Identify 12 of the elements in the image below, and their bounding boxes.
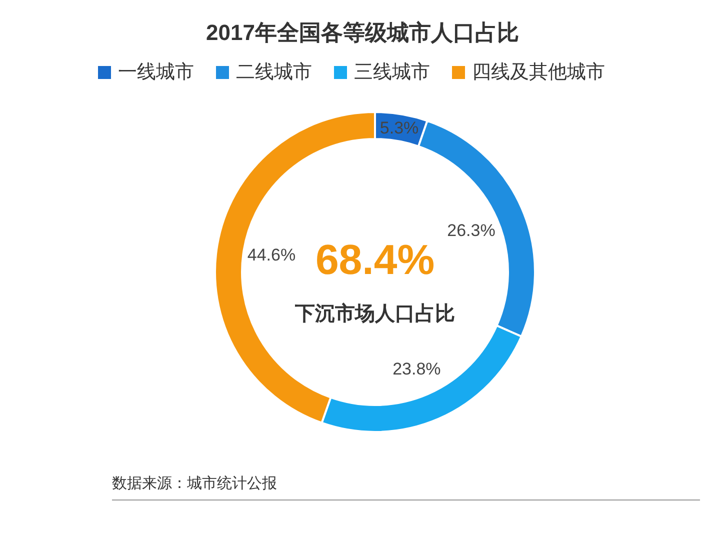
data-label: 5.3%	[380, 118, 419, 138]
legend-label: 一线城市	[118, 61, 194, 83]
data-label: 23.8%	[392, 359, 441, 378]
chart-title: 2017年全国各等级城市人口占比	[206, 20, 519, 45]
data-label: 26.3%	[447, 220, 496, 240]
text: 68.4%	[315, 236, 435, 283]
text: 下沉市场人口占比	[294, 302, 455, 325]
source-note: 数据来源：城市统计公报	[112, 475, 277, 492]
legend-label: 二线城市	[236, 61, 312, 83]
data-label: 44.6%	[247, 245, 296, 264]
legend-label: 四线及其他城市	[472, 61, 605, 83]
legend-label: 三线城市	[354, 61, 430, 83]
